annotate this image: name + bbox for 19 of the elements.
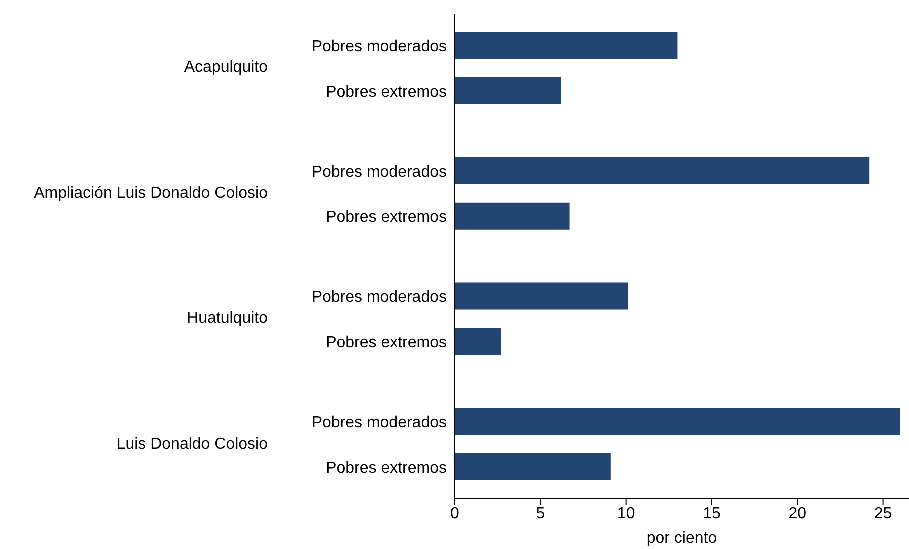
- text: Luis Donaldo Colosio: [116, 434, 268, 454]
- text: Ampliación Luis Donaldo Colosio: [34, 184, 268, 204]
- x-tick-label: 15: [703, 505, 721, 522]
- y-tick-label: Pobres extremos: [326, 334, 447, 352]
- y-tick-label: Pobres moderados: [312, 164, 447, 181]
- x-tick-label: 0: [450, 505, 460, 522]
- x-tick-label: 20: [788, 505, 807, 522]
- x-tick-label: 25: [874, 505, 892, 522]
- y-tick-label: Pobres extremos: [326, 460, 447, 477]
- text: Huatulquito: [187, 309, 268, 330]
- x-axis-title: por ciento: [646, 530, 718, 547]
- x-tick-label: 10: [617, 505, 636, 522]
- text: Acapulquito: [184, 58, 268, 78]
- y-tick-label: Pobres moderados: [312, 289, 447, 306]
- y-tick-label: Pobres extremos: [326, 209, 447, 226]
- y-tick-label: Pobres moderados: [312, 38, 447, 56]
- x-tick-label: 5: [536, 505, 546, 522]
- y-tick-label: Pobres moderados: [312, 414, 447, 432]
- y-tick-label: Pobres extremos: [326, 84, 447, 101]
